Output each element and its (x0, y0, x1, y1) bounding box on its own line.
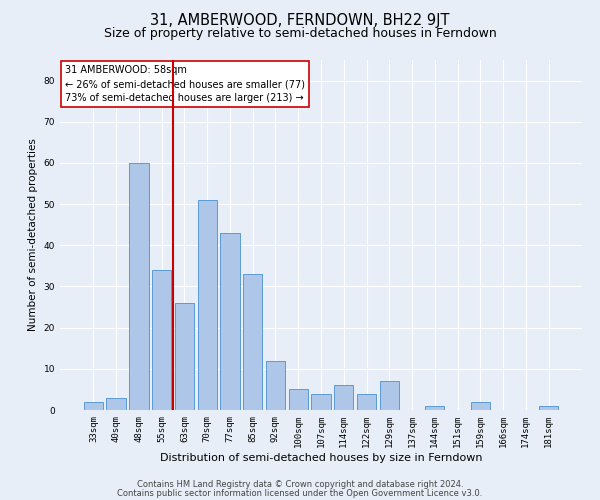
Y-axis label: Number of semi-detached properties: Number of semi-detached properties (28, 138, 38, 332)
Bar (539, 406, 558, 410)
Bar (106, 398, 126, 410)
Bar (357, 394, 376, 410)
Bar (243, 274, 262, 410)
Bar (311, 394, 331, 410)
Text: 31 AMBERWOOD: 58sqm
← 26% of semi-detached houses are smaller (77)
73% of semi-d: 31 AMBERWOOD: 58sqm ← 26% of semi-detach… (65, 66, 305, 104)
Bar (197, 200, 217, 410)
Bar (470, 402, 490, 410)
Bar (129, 163, 149, 410)
Bar (266, 360, 285, 410)
Bar (175, 303, 194, 410)
Bar (334, 386, 353, 410)
Text: Size of property relative to semi-detached houses in Ferndown: Size of property relative to semi-detach… (104, 28, 496, 40)
Bar (220, 233, 239, 410)
Text: Contains HM Land Registry data © Crown copyright and database right 2024.: Contains HM Land Registry data © Crown c… (137, 480, 463, 489)
Text: 31, AMBERWOOD, FERNDOWN, BH22 9JT: 31, AMBERWOOD, FERNDOWN, BH22 9JT (150, 12, 450, 28)
Text: Contains public sector information licensed under the Open Government Licence v3: Contains public sector information licen… (118, 488, 482, 498)
Bar (84, 402, 103, 410)
Bar (152, 270, 172, 410)
Bar (425, 406, 445, 410)
Bar (380, 381, 399, 410)
X-axis label: Distribution of semi-detached houses by size in Ferndown: Distribution of semi-detached houses by … (160, 452, 482, 462)
Bar (289, 390, 308, 410)
